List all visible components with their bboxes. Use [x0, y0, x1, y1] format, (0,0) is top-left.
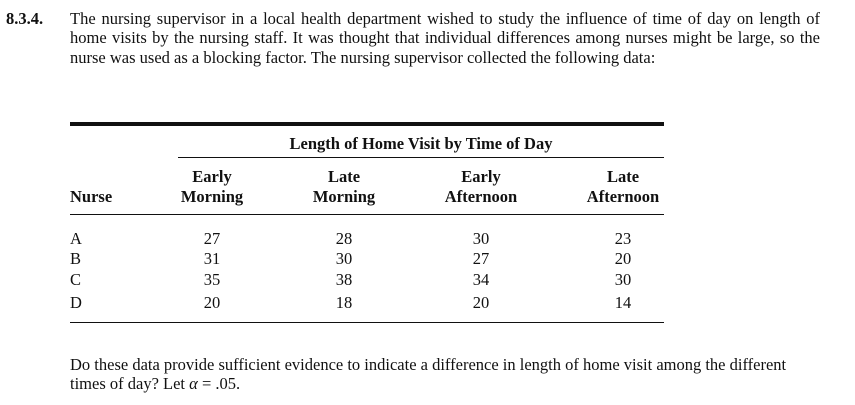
table-header-rule	[70, 214, 664, 215]
nurse-label: C	[70, 270, 82, 289]
table-cell: 14	[614, 293, 632, 312]
table-row: B 31 30 27 20	[70, 249, 664, 268]
table-row: C 35 38 34 30	[70, 270, 664, 289]
table-cell: 38	[335, 270, 353, 289]
column-header-early-afternoon: Early Afternoon	[436, 167, 526, 207]
column-header-nurse: Nurse	[70, 187, 113, 206]
table-top-rule	[70, 122, 664, 126]
nurse-label: B	[70, 249, 82, 268]
table-cell: 30	[472, 229, 490, 248]
question-text: Do these data provide sufficient evidenc…	[70, 355, 820, 394]
column-header-late-morning: Late Morning	[304, 167, 384, 207]
table-bottom-rule	[70, 322, 664, 323]
table-row: D 20 18 20 14	[70, 293, 664, 312]
column-header-line1: Late	[327, 167, 361, 186]
table-cell: 18	[335, 293, 353, 312]
column-header-early-morning: Early Morning	[172, 167, 252, 207]
column-header-line2: Afternoon	[586, 187, 660, 206]
problem-statement: The nursing supervisor in a local health…	[70, 9, 820, 67]
table-cell: 20	[472, 293, 490, 312]
column-header-line2: Afternoon	[444, 187, 518, 206]
table-row: A 27 28 30 23	[70, 229, 664, 248]
column-header-line1: Late	[606, 167, 640, 186]
table-cell: 30	[335, 249, 353, 268]
table-spanner-title: Length of Home Visit by Time of Day	[289, 134, 553, 153]
column-header-line2: Morning	[180, 187, 244, 206]
problem-number: 8.3.4.	[6, 9, 44, 28]
table-cell: 27	[203, 229, 221, 248]
table-cell: 28	[335, 229, 353, 248]
column-header-late-afternoon: Late Afternoon	[578, 167, 668, 207]
table-cell: 30	[614, 270, 632, 289]
table-cell: 31	[203, 249, 221, 268]
column-header-line1: Early	[461, 167, 501, 186]
column-header-line2: Morning	[312, 187, 376, 206]
table-cell: 23	[614, 229, 632, 248]
table-cell: 20	[614, 249, 632, 268]
table-cell: 34	[472, 270, 490, 289]
table-cell: 35	[203, 270, 221, 289]
table-cell: 27	[472, 249, 490, 268]
table-spanner-rule	[178, 157, 664, 158]
column-header-line1: Early	[192, 167, 232, 186]
alpha-symbol: α	[189, 374, 198, 394]
table-cell: 20	[203, 293, 221, 312]
question-body: Do these data provide sufficient evidenc…	[70, 355, 787, 394]
nurse-label: A	[70, 229, 82, 248]
nurse-label: D	[70, 293, 82, 312]
question-tail: = .05.	[197, 374, 241, 394]
